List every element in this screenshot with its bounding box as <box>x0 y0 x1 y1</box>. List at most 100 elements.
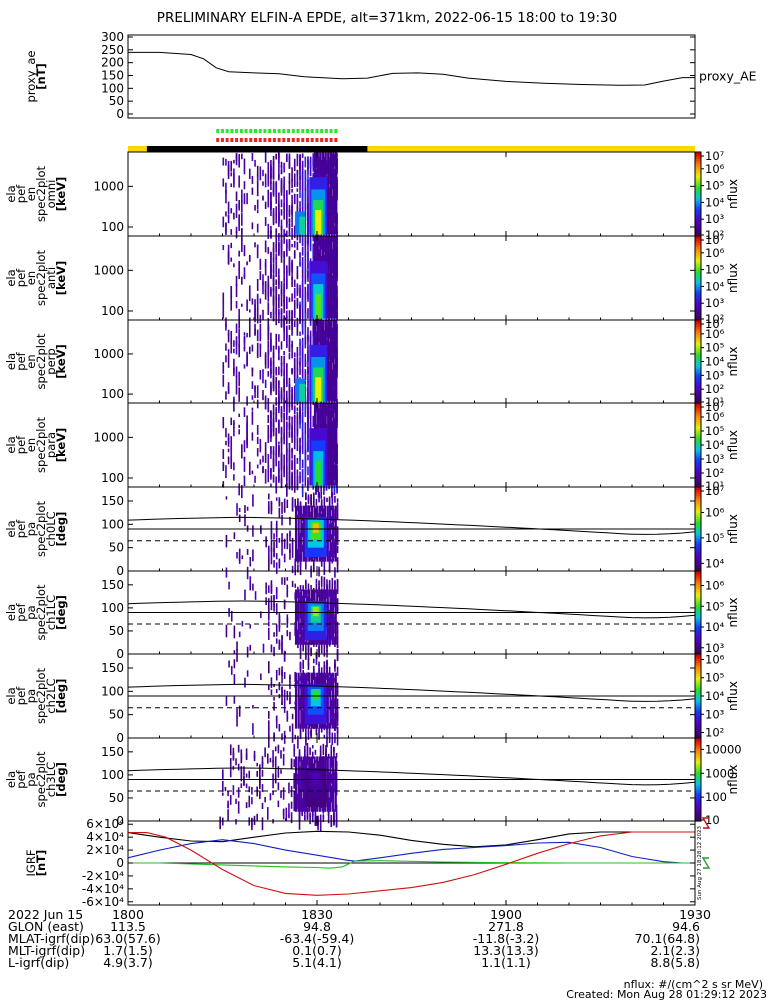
colorbar-tick-label: 10⁵ <box>705 671 725 685</box>
spectrogram-cell <box>336 568 339 573</box>
spectrogram-cell <box>286 410 288 421</box>
spectrogram-cell <box>248 786 251 793</box>
spectrogram-cell <box>249 561 252 567</box>
colorbar-cell <box>695 275 701 279</box>
spectrogram-cell <box>332 403 335 486</box>
spectrogram-cell <box>296 170 299 185</box>
spectrogram-cell <box>228 660 230 668</box>
spectrogram-cell <box>302 505 306 562</box>
spectrogram-cell <box>238 260 240 271</box>
spectrogram-cell <box>238 343 240 358</box>
spectrogram-cell <box>291 565 294 574</box>
spectrogram-cell <box>233 340 235 347</box>
spectrogram-cell <box>243 158 246 168</box>
spectrogram-cell <box>286 363 288 369</box>
spectrogram-cell <box>317 484 320 498</box>
colorbar-tick-label: 10² <box>705 466 724 480</box>
spectrogram-cell <box>312 690 319 700</box>
spectrogram-cell <box>288 205 291 215</box>
colorbar-cell <box>695 608 701 612</box>
spectrogram-cell <box>281 502 283 514</box>
spectrogram-cell <box>291 322 293 336</box>
spectrogram-cell <box>283 356 285 364</box>
spectrogram-cell <box>243 167 246 175</box>
spectrogram-cell <box>248 346 251 355</box>
spectrogram-cell <box>251 381 254 389</box>
spectrogram-cell <box>227 433 230 447</box>
spectrogram-cell <box>275 385 278 395</box>
spectrogram-cell <box>246 332 248 338</box>
spectrogram-cell <box>267 684 270 691</box>
colorbar-cell <box>695 363 701 367</box>
spectrogram-cell <box>235 336 238 346</box>
spectrogram-cell <box>235 819 237 825</box>
colorbar-tick-label: 10⁵ <box>705 424 725 438</box>
colorbar-frame <box>694 737 702 822</box>
spectrogram-cell <box>293 358 296 363</box>
colorbar-cell <box>695 600 701 603</box>
spectrogram-cell <box>278 419 280 434</box>
spectrogram-cell <box>286 282 288 290</box>
spectrogram-cell <box>283 413 285 418</box>
colorbar-cell <box>695 166 701 170</box>
spectrogram-cell <box>267 735 270 748</box>
spectrogram-cell <box>291 547 294 558</box>
spectrogram-cell <box>315 578 318 584</box>
spectrogram-cell <box>281 533 283 544</box>
colorbar-cell <box>695 189 701 193</box>
colorbar-cell <box>695 579 701 582</box>
spectrogram-cell <box>270 226 272 234</box>
spectrogram-cell <box>298 749 301 762</box>
spectrogram-cell <box>305 651 307 659</box>
colorbar-cell <box>695 631 701 634</box>
spectrogram-cell <box>299 154 301 170</box>
spectrogram-cell <box>275 213 278 224</box>
spectrogram-cell <box>322 814 325 823</box>
spectrogram-cell <box>307 266 309 276</box>
spectrogram-cell <box>318 492 320 498</box>
spectrogram-cell <box>336 650 339 661</box>
spectrogram-cell <box>238 557 241 564</box>
spectrogram-cell <box>285 807 288 818</box>
colorbar-cell <box>695 371 701 375</box>
spectrogram-cell <box>288 257 291 271</box>
spectrogram-cell <box>301 298 304 310</box>
colorbar-tick-label: 10² <box>705 726 724 740</box>
spectrogram-cell <box>272 169 275 180</box>
spectrogram-cell <box>225 496 228 500</box>
spectrogram-cell <box>267 555 270 567</box>
colorbar-tick-label: 10³ <box>705 641 725 655</box>
colorbar-cell <box>695 587 701 591</box>
spectrogram-cell <box>329 589 332 645</box>
spectrogram-cell <box>275 262 278 278</box>
spec_anti-panel: 1001000elapefenspec2plotanti[keV]10²10³1… <box>4 233 740 333</box>
y-axis-label: anti <box>44 267 58 289</box>
spectrogram-cell <box>256 385 259 399</box>
spectrogram-cell <box>304 190 307 204</box>
y-tick-label: 1000 <box>93 430 124 444</box>
spectrogram-cell <box>319 814 322 823</box>
spectrogram-cell <box>251 797 253 805</box>
colorbar-cell <box>695 675 701 678</box>
spectrogram-cell <box>323 569 326 575</box>
y-axis-label: ela <box>4 520 18 537</box>
spectrogram-cell <box>331 492 334 502</box>
spectrogram-cell <box>278 445 280 458</box>
spectrogram-cell <box>296 322 299 336</box>
spectrogram-cell <box>280 186 283 196</box>
spectrogram-cell <box>307 361 309 369</box>
colorbar-cell <box>695 301 701 304</box>
igrf-glyph <box>701 817 711 829</box>
colorbar-cell <box>695 449 701 452</box>
science-marker-red <box>230 138 234 142</box>
colorbar-cell <box>695 424 701 427</box>
spectrogram-cell <box>270 264 272 279</box>
colorbar-cell <box>695 816 701 820</box>
colorbar-cell <box>695 629 701 632</box>
created-timestamp: Created: Mon Aug 28 01:29:12 2023 <box>566 988 767 1001</box>
colorbar-cell <box>695 484 701 488</box>
spectrogram-cell <box>267 177 270 187</box>
colorbar-cell <box>695 478 701 482</box>
y-axis-label: en <box>24 438 38 452</box>
